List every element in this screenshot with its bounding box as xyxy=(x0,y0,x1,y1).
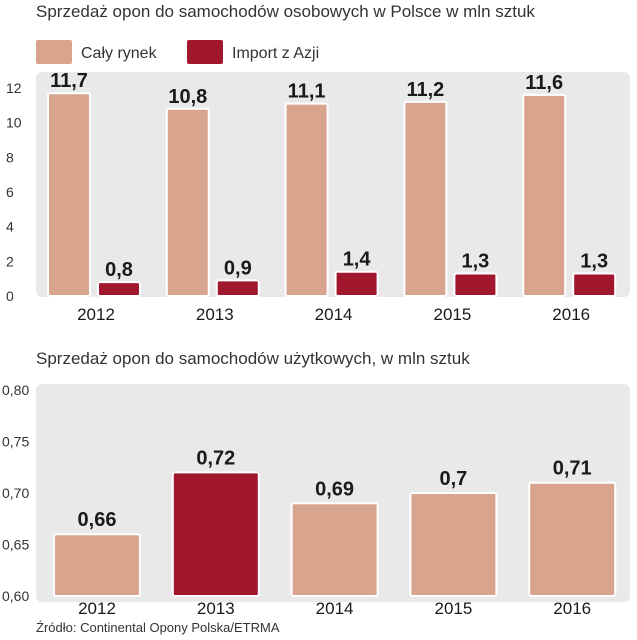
bar-market-2016 xyxy=(522,93,567,297)
label-utility-2016: 0,71 xyxy=(553,458,592,480)
chart-1-ytick: 8 xyxy=(6,149,14,165)
bar-market-2015 xyxy=(403,100,448,297)
legend-label-1: Import z Azji xyxy=(232,45,319,62)
chart-1-xtick-2016: 2016 xyxy=(552,305,590,324)
chart-2-xtick-2016: 2016 xyxy=(553,599,591,618)
bar-utility-2015 xyxy=(409,492,498,597)
label-market-2012: 11,7 xyxy=(50,70,88,92)
chart-1-ytick: 10 xyxy=(6,115,22,131)
label-market-2016: 11,6 xyxy=(525,72,563,94)
legend-swatch-1 xyxy=(187,40,223,64)
bar-utility-2014 xyxy=(290,502,379,597)
label-import-2016: 1,3 xyxy=(580,250,608,272)
chart-1-ytick: 6 xyxy=(6,184,14,200)
chart-2-title: Sprzedaż opon do samochodów użytkowych, … xyxy=(36,349,470,368)
chart-1-ytick: 12 xyxy=(6,80,22,96)
bar-utility-2013 xyxy=(171,471,260,597)
chart-2-ytick: 0,75 xyxy=(2,434,29,450)
source-note: Źródło: Continental Opony Polska/ETRMA xyxy=(36,620,280,635)
bar-market-2013 xyxy=(165,107,210,297)
label-import-2013: 0,9 xyxy=(224,257,252,279)
bar-import-2016 xyxy=(572,272,617,298)
chart-1-ytick: 2 xyxy=(6,253,14,269)
chart-2-ytick: 0,60 xyxy=(2,588,29,604)
chart-1-xtick-2015: 2015 xyxy=(433,305,471,324)
legend-label-0: Cały rynek xyxy=(81,45,158,62)
label-import-2014: 1,4 xyxy=(343,249,372,271)
label-import-2015: 1,3 xyxy=(461,250,489,272)
bar-utility-2016 xyxy=(528,481,617,598)
bar-import-2015 xyxy=(453,272,498,298)
chart-1-title: Sprzedaż opon do samochodów osobowych w … xyxy=(36,2,535,21)
label-market-2014: 11,1 xyxy=(288,81,326,103)
label-utility-2014: 0,69 xyxy=(315,478,354,500)
bar-import-2014 xyxy=(334,270,379,298)
chart-2-xtick-2015: 2015 xyxy=(434,599,472,618)
label-market-2013: 10,8 xyxy=(168,86,207,108)
chart-2-ytick: 0,65 xyxy=(2,537,29,553)
chart-1-xtick-2014: 2014 xyxy=(315,305,353,324)
chart-2-ytick: 0,80 xyxy=(2,382,29,398)
label-import-2012: 0,8 xyxy=(105,259,133,281)
chart-2-xtick-2013: 2013 xyxy=(197,599,235,618)
legend-swatch-0 xyxy=(36,40,72,64)
bar-import-2012 xyxy=(97,281,141,297)
chart-1-xtick-2012: 2012 xyxy=(77,305,115,324)
chart-2-xtick-2012: 2012 xyxy=(78,599,116,618)
chart-2-xtick-2014: 2014 xyxy=(316,599,354,618)
chart-1-ytick: 4 xyxy=(6,219,14,235)
chart-2-ytick: 0,70 xyxy=(2,485,29,501)
bar-market-2012 xyxy=(47,92,91,297)
label-utility-2013: 0,72 xyxy=(196,447,235,469)
bar-utility-2012 xyxy=(53,533,141,598)
label-utility-2012: 0,66 xyxy=(78,509,117,531)
label-utility-2015: 0,7 xyxy=(439,468,467,490)
chart-1-ytick: 0 xyxy=(6,288,14,304)
label-market-2015: 11,2 xyxy=(406,79,444,101)
bar-import-2013 xyxy=(215,279,260,297)
chart-1-xtick-2013: 2013 xyxy=(196,305,234,324)
bar-market-2014 xyxy=(284,102,329,297)
